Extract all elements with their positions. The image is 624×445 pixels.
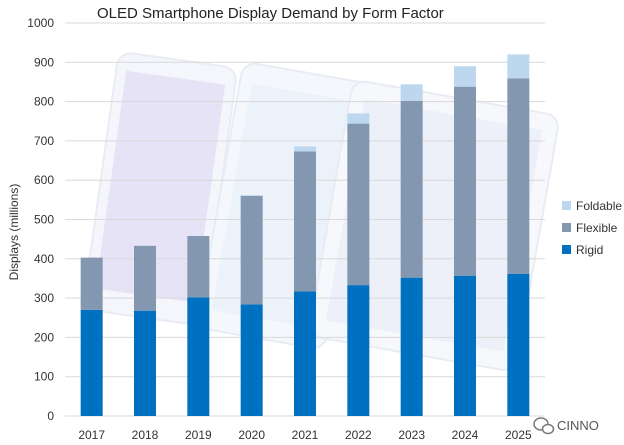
legend-label-rigid: Rigid <box>576 243 603 257</box>
bar-foldable-2022 <box>347 113 370 124</box>
y-tick-label: 100 <box>34 370 54 384</box>
y-axis-label: Displays (millions) <box>7 184 21 281</box>
y-tick-label: 600 <box>34 173 54 187</box>
bar-rigid-2023 <box>400 277 423 416</box>
bar-rigid-2018 <box>134 310 156 416</box>
bar-flexible-2023 <box>400 100 423 278</box>
x-axis-ticks: 2017 2018 2019 2020 2021 2022 2023 2024 2025 <box>78 428 532 442</box>
bar-rigid-2021 <box>294 291 316 416</box>
x-tick-label: 2018 <box>132 428 159 442</box>
wechat-icon <box>533 417 555 435</box>
legend-swatch-foldable <box>562 201 571 210</box>
bar-flexible-2025 <box>507 78 530 274</box>
bar-flexible-2024 <box>454 86 476 276</box>
bar-rigid-2022 <box>347 285 370 416</box>
bar-flexible-2022 <box>347 123 370 286</box>
chart-title: OLED Smartphone Display Demand by Form F… <box>97 5 444 22</box>
y-tick-label: 1000 <box>27 16 54 30</box>
bar-flexible-2020 <box>240 195 263 305</box>
x-tick-label: 2019 <box>185 428 212 442</box>
bar-rigid-2025 <box>507 273 530 416</box>
bar-foldable-2023 <box>400 84 423 101</box>
y-axis-ticks: 0 100 200 300 400 500 600 700 800 900 1000 <box>27 16 54 423</box>
bar-flexible-2019 <box>187 236 210 298</box>
bar-foldable-2020 <box>240 195 263 196</box>
x-tick-label: 2022 <box>345 428 372 442</box>
y-tick-label: 700 <box>34 134 54 148</box>
bars <box>80 54 530 416</box>
y-tick-label: 900 <box>34 55 54 69</box>
x-tick-label: 2023 <box>398 428 425 442</box>
y-tick-label: 0 <box>47 409 54 423</box>
x-tick-label: 2025 <box>505 428 532 442</box>
legend: Foldable Flexible Rigid <box>562 199 622 257</box>
y-tick-label: 200 <box>34 330 54 344</box>
bar-rigid-2019 <box>187 297 210 416</box>
y-tick-label: 300 <box>34 291 54 305</box>
bar-flexible-2018 <box>134 245 156 311</box>
y-tick-label: 800 <box>34 95 54 109</box>
x-tick-label: 2017 <box>78 428 105 442</box>
legend-label-foldable: Foldable <box>576 199 622 213</box>
x-tick-label: 2021 <box>292 428 319 442</box>
watermark-text: CINNO <box>557 418 599 433</box>
bar-flexible-2021 <box>294 151 316 292</box>
bar-foldable-2024 <box>454 66 476 87</box>
bar-rigid-2020 <box>240 304 263 416</box>
bar-foldable-2025 <box>507 54 530 79</box>
y-tick-label: 500 <box>34 213 54 227</box>
x-tick-label: 2024 <box>452 428 479 442</box>
bar-foldable-2021 <box>294 146 316 152</box>
legend-swatch-flexible <box>562 223 571 232</box>
y-tick-label: 400 <box>34 252 54 266</box>
legend-swatch-rigid <box>562 245 571 254</box>
bar-rigid-2017 <box>80 309 103 416</box>
bar-flexible-2017 <box>80 257 103 310</box>
x-tick-label: 2020 <box>238 428 265 442</box>
watermark: CINNO <box>533 417 599 435</box>
bar-rigid-2024 <box>454 275 476 416</box>
legend-label-flexible: Flexible <box>576 221 618 235</box>
